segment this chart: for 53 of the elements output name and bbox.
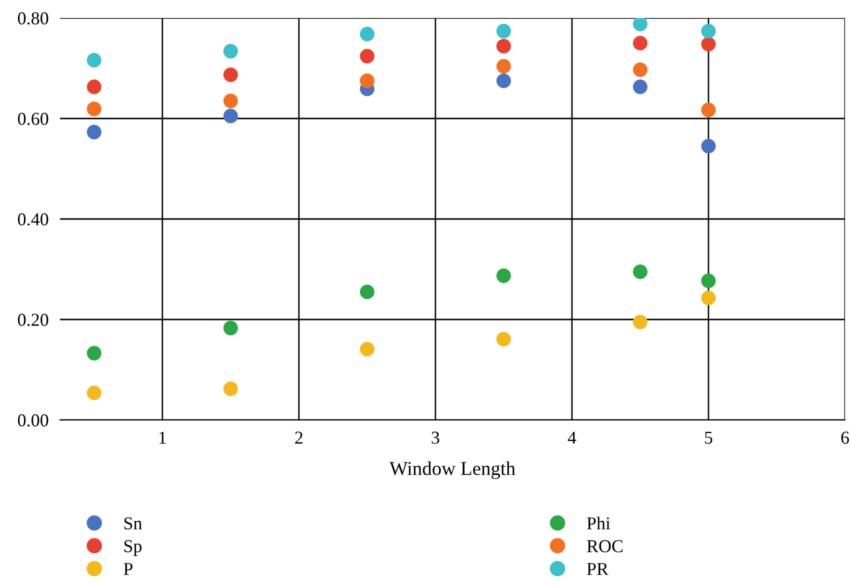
x-tick-label: 1 xyxy=(159,432,166,444)
point xyxy=(632,62,648,78)
x-tick-label: 3 xyxy=(432,432,440,444)
legend-label: Sn xyxy=(124,517,142,530)
point xyxy=(701,138,716,154)
point xyxy=(701,36,716,52)
x-tick-label: 6 xyxy=(841,432,849,444)
point xyxy=(701,274,716,288)
point xyxy=(86,386,102,400)
x-tick-label: 2 xyxy=(295,432,302,444)
point xyxy=(223,94,238,108)
legend-label: Sp xyxy=(124,540,142,556)
point xyxy=(496,24,511,38)
y-tick-label: 0.00 xyxy=(18,414,48,427)
point xyxy=(496,74,511,88)
point xyxy=(86,80,102,94)
point xyxy=(632,264,648,280)
point xyxy=(701,102,716,118)
x-tick-label: 5 xyxy=(705,432,712,444)
point xyxy=(360,284,374,300)
point xyxy=(86,102,102,116)
point xyxy=(86,52,102,68)
point xyxy=(360,74,374,88)
point xyxy=(701,290,716,306)
x-axis-title: Window Length xyxy=(389,461,516,480)
point xyxy=(632,80,648,94)
y-tick-label: 0.60 xyxy=(18,112,48,126)
point xyxy=(701,24,716,38)
point xyxy=(223,68,238,82)
point xyxy=(223,382,238,396)
point xyxy=(360,26,374,42)
point xyxy=(86,124,102,140)
point xyxy=(496,268,511,284)
legend-label: PR xyxy=(586,563,608,575)
point xyxy=(223,108,238,124)
point xyxy=(632,18,648,32)
y-tick-label: 0.20 xyxy=(18,314,48,326)
legend-label: ROC xyxy=(586,540,623,552)
point xyxy=(223,44,238,58)
point xyxy=(496,38,511,54)
y-tick-label: 0.40 xyxy=(18,213,48,226)
point xyxy=(496,332,511,346)
y-tick-label: 0.80 xyxy=(18,12,48,25)
legend-label: Phi xyxy=(586,516,610,530)
legend-label: P xyxy=(124,563,133,575)
point xyxy=(496,58,511,74)
point xyxy=(223,320,238,336)
x-tick-label: 4 xyxy=(568,432,576,444)
point xyxy=(360,342,374,356)
point xyxy=(86,346,102,360)
point xyxy=(360,48,374,64)
point xyxy=(632,36,648,50)
point xyxy=(632,314,648,330)
